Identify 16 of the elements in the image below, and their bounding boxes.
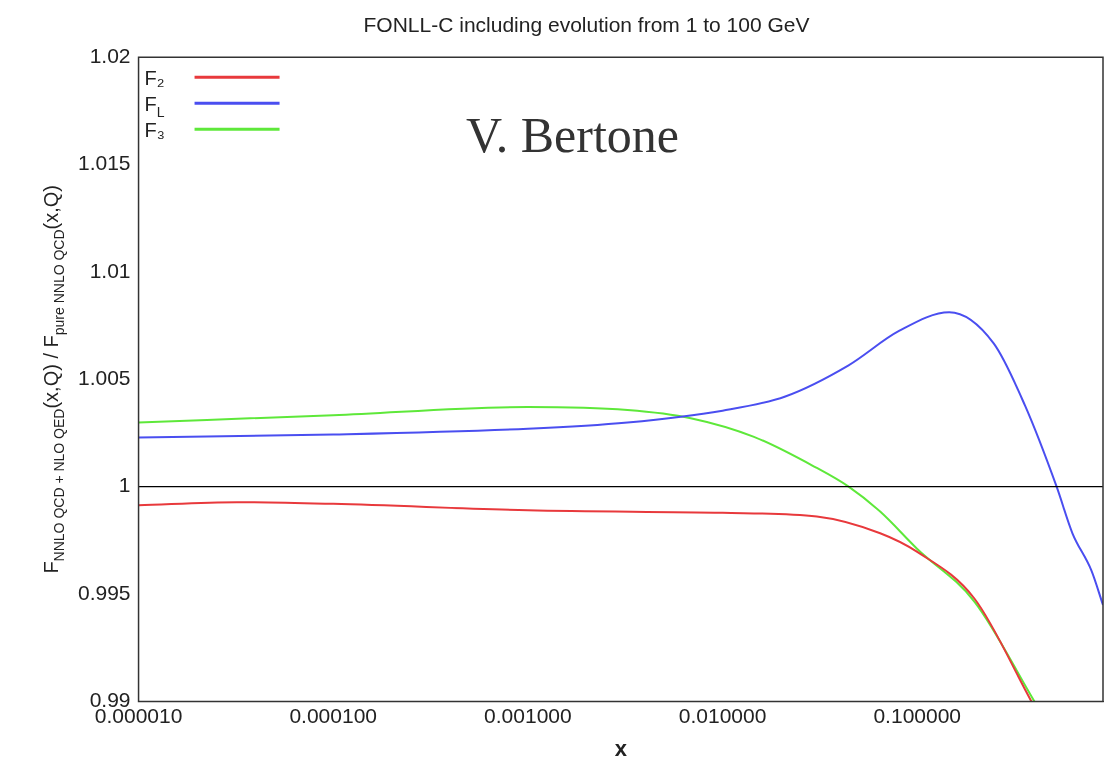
y-tick-label: 1.015 xyxy=(77,151,131,175)
y-tick-label: 0.995 xyxy=(77,580,131,604)
x-tick-label: 0.100000 xyxy=(873,703,962,727)
x-tick-label: 0.000100 xyxy=(289,703,378,727)
chart-title: FONLL-C including evolution from 1 to 100 GeV xyxy=(363,13,810,37)
x-tick-label: 0.001000 xyxy=(484,703,572,727)
y-tick-label: 1 xyxy=(118,473,131,497)
x-tick-label: 0.010000 xyxy=(678,703,767,727)
y-tick-label: 1.02 xyxy=(89,44,131,67)
legend-label: F₃ xyxy=(144,119,165,142)
y-tick-label: 1.01 xyxy=(89,258,131,282)
y-tick-label: 1.005 xyxy=(77,366,131,390)
legend-label: F₂ xyxy=(144,67,165,90)
x-axis-title: x xyxy=(614,735,628,761)
y-axis-title: FNNLO QCD + NLO QED(x,Q) / Fpure NNLO QCD(x,Q) xyxy=(40,184,67,574)
annotation: V. Bertone xyxy=(466,107,680,164)
